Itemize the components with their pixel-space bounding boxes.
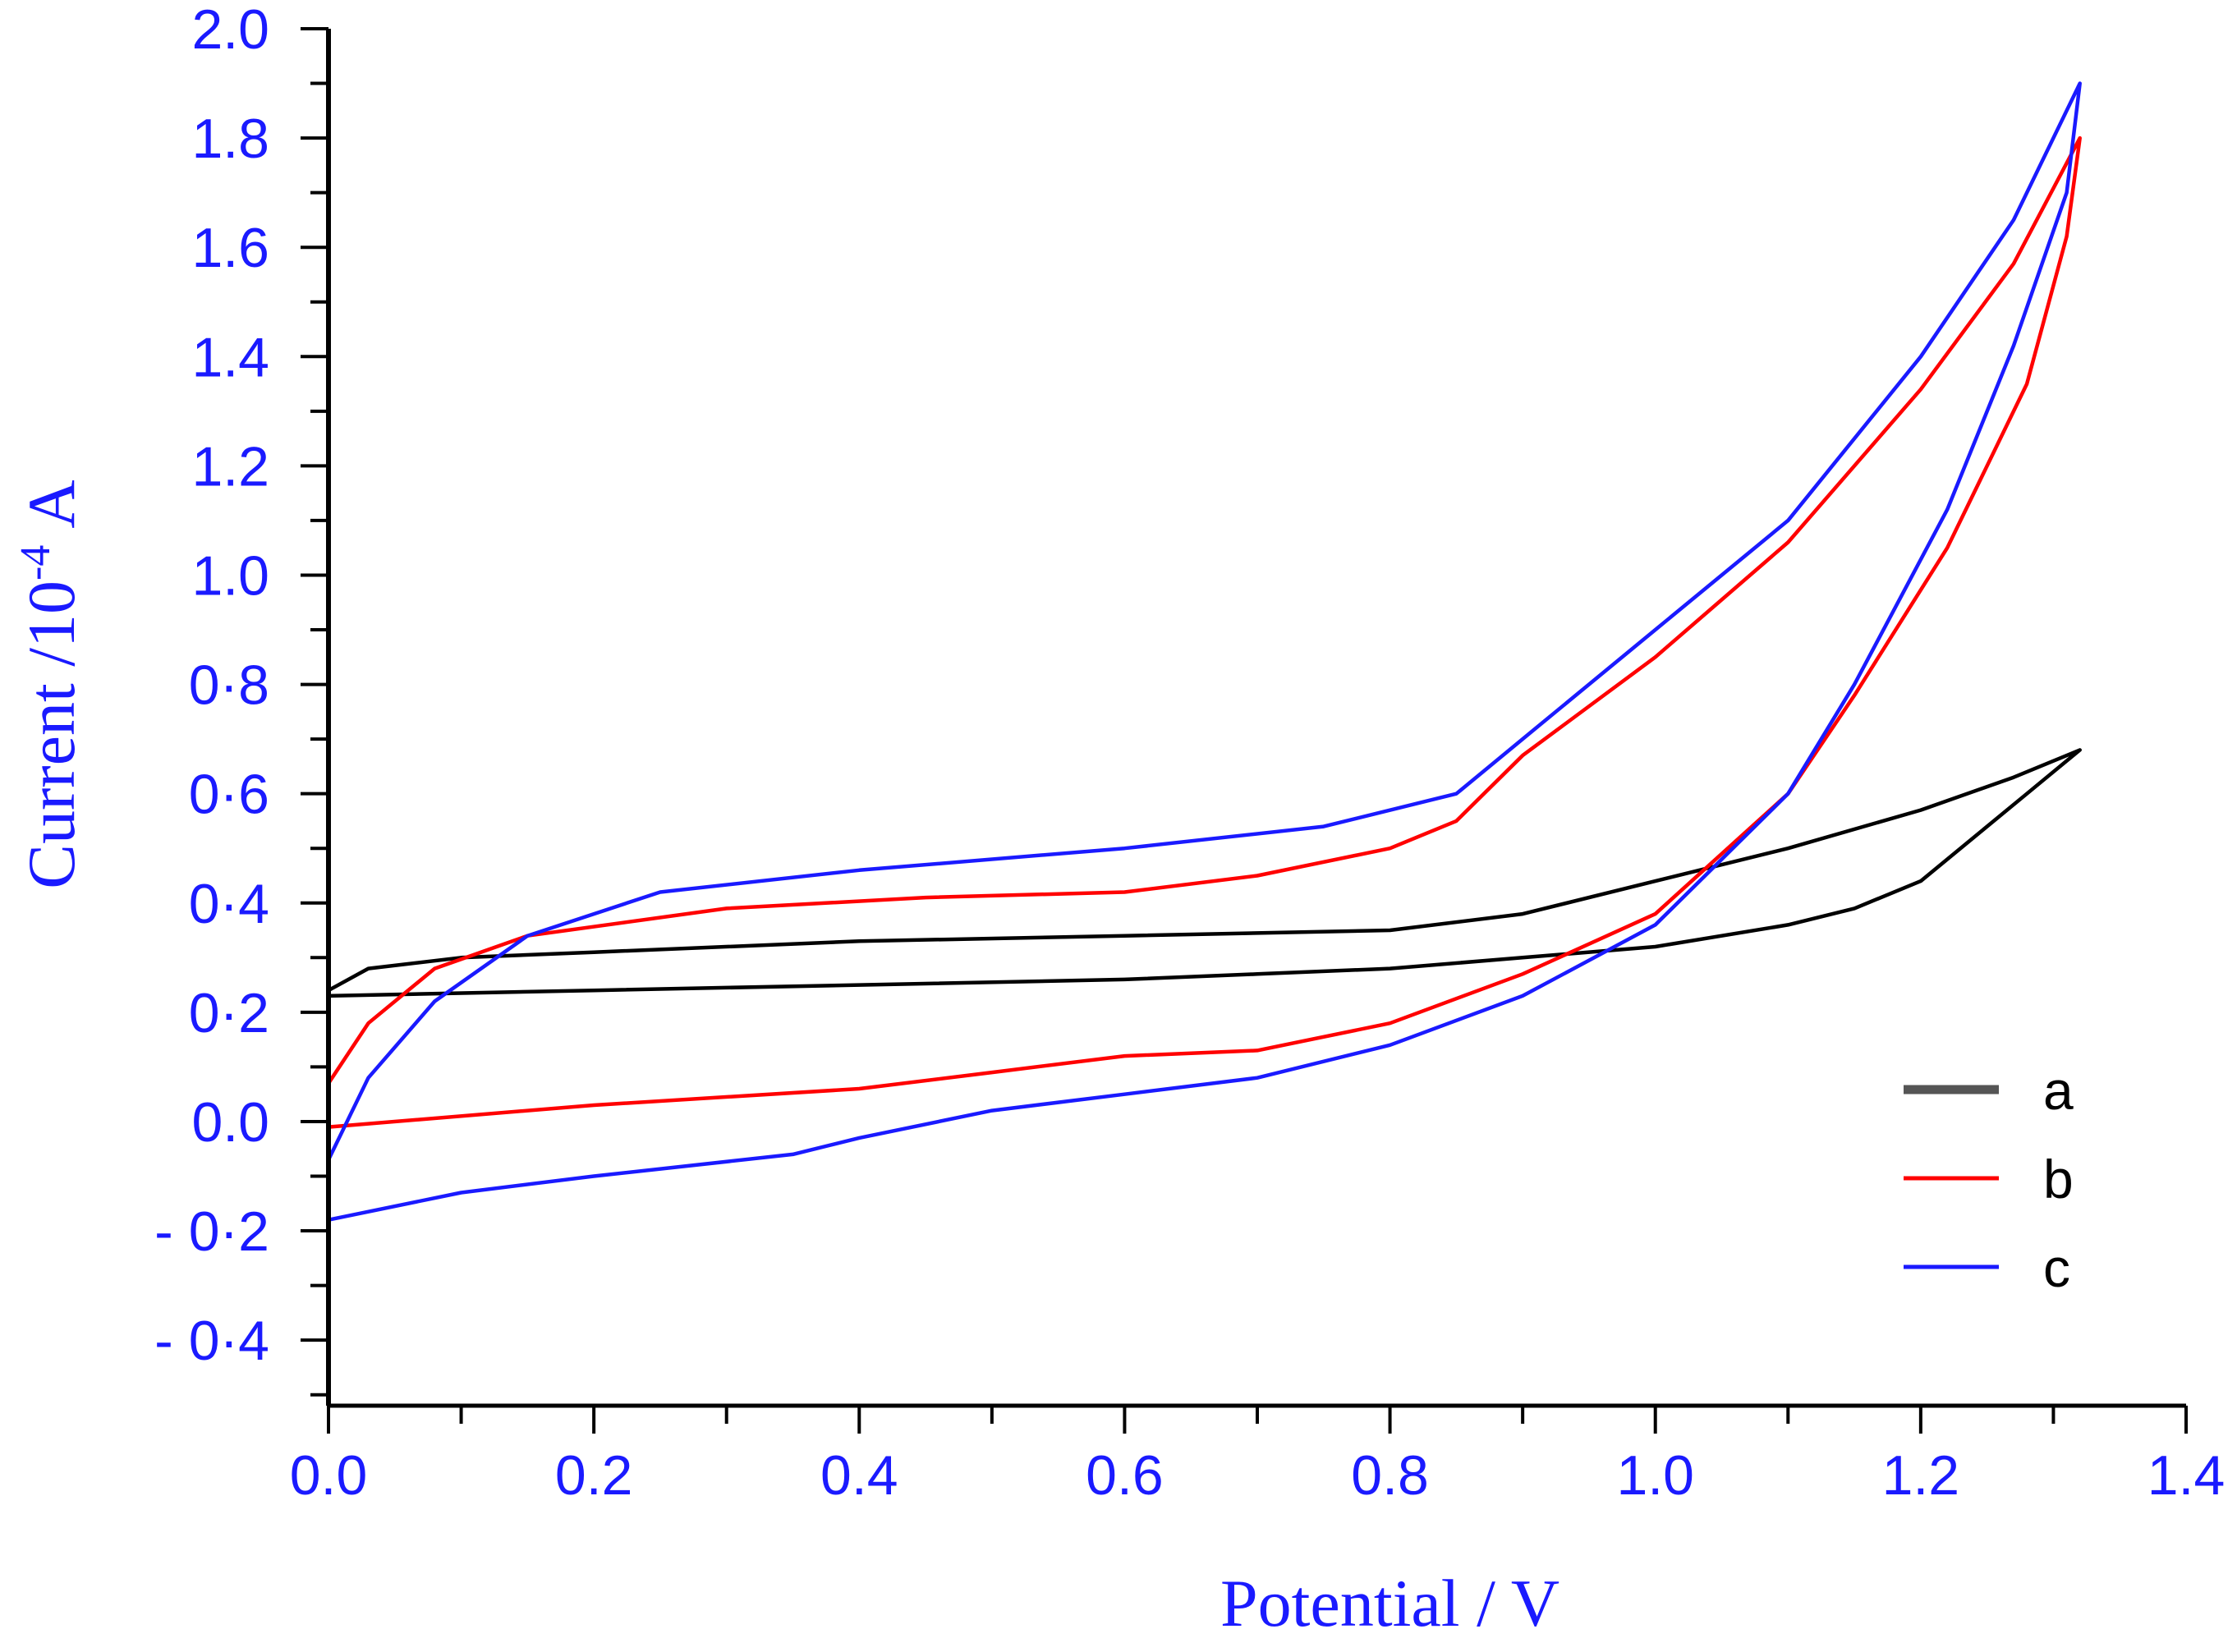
y-tick-label: 1.2 — [191, 435, 269, 498]
x-tick-label: 0.8 — [1351, 1444, 1429, 1507]
y-axis-title: Current /10-4 A — [12, 480, 89, 888]
y-tick-label: 0·4 — [189, 873, 269, 935]
series-b-curve — [326, 135, 2082, 1129]
series-a-curve — [326, 748, 2082, 998]
legend: abc — [1904, 1060, 2074, 1298]
x-tick-label: 0.0 — [290, 1444, 368, 1507]
y-axis-title-exponent: -4 — [12, 545, 59, 580]
y-tick-label: 2.0 — [191, 0, 269, 61]
y-tick-label: - 0·2 — [154, 1200, 269, 1263]
x-tick-label: 1.4 — [2147, 1444, 2226, 1507]
axes-layer: 0.0 0.2 0.4 0.6 0.8 1.0 1.2 1.4 2.0 1.8 1.6 1.4 1.2 1… — [154, 0, 2225, 1507]
y-axis-title-unit: A — [14, 480, 89, 528]
x-axis-title: Potential / V — [1220, 1566, 1559, 1641]
y-tick-label: 1.6 — [191, 217, 269, 279]
y-tick-label: 0·8 — [189, 654, 269, 717]
series-c-curve — [326, 81, 2082, 1222]
x-tick-label: 0.6 — [1086, 1444, 1164, 1507]
y-tick-label: - 0·4 — [154, 1310, 269, 1372]
y-axis-title-base: Current /10 — [14, 580, 89, 889]
legend-label-a: a — [2043, 1060, 2074, 1121]
y-tick-label: 1.0 — [191, 544, 269, 607]
x-tick-label: 0.4 — [820, 1444, 898, 1507]
y-tick-label: 0·2 — [189, 982, 269, 1044]
y-tick-label: 0.0 — [191, 1091, 269, 1154]
series-layer — [326, 81, 2082, 1222]
legend-label-c: c — [2043, 1237, 2070, 1298]
x-tick-label: 0.2 — [555, 1444, 633, 1507]
y-tick-label: 1.4 — [191, 326, 269, 388]
x-tick-label: 1.0 — [1616, 1444, 1694, 1507]
y-tick-label: 1.8 — [191, 108, 269, 170]
y-tick-label: 0·6 — [189, 764, 269, 826]
x-tick-label: 1.2 — [1882, 1444, 1960, 1507]
legend-label-b: b — [2043, 1149, 2074, 1209]
